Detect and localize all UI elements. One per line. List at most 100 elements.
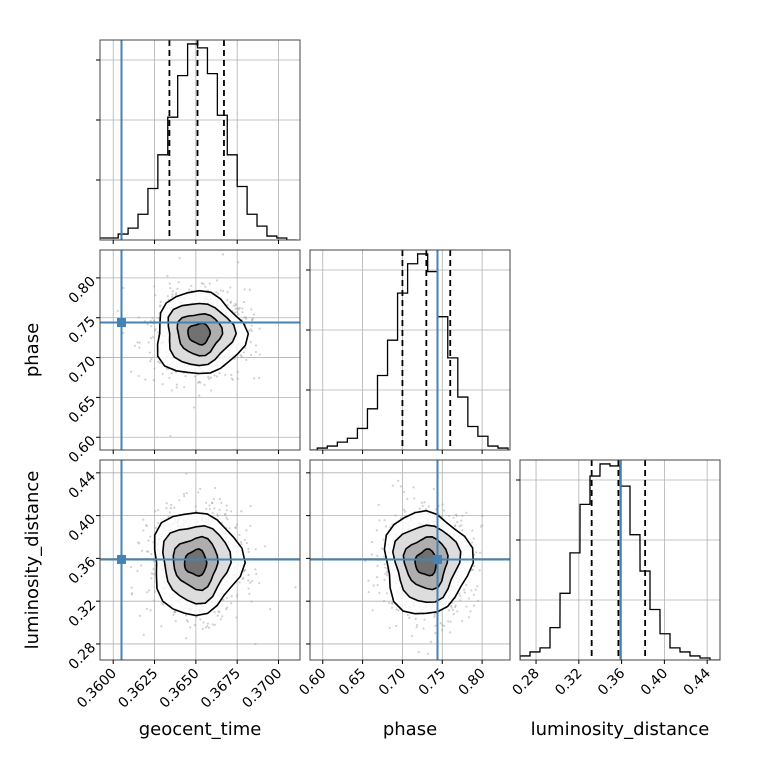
sample-point — [441, 629, 444, 632]
sample-point — [165, 502, 168, 505]
panel-1-0 — [100, 250, 300, 450]
sample-point — [382, 538, 385, 541]
contour-level-3 — [183, 548, 208, 577]
sample-point — [202, 282, 205, 285]
sample-point — [441, 624, 444, 627]
sample-point — [157, 360, 160, 363]
sample-point — [152, 567, 155, 571]
sample-point — [213, 623, 216, 626]
sample-point — [472, 537, 475, 540]
sample-point — [218, 610, 221, 613]
sample-point — [184, 614, 188, 617]
sample-point — [166, 274, 169, 277]
sample-point — [461, 619, 464, 623]
sample-point — [213, 486, 217, 490]
sample-point — [467, 597, 471, 600]
panel-frame — [99, 459, 301, 661]
sample-point — [166, 295, 169, 298]
sample-point — [194, 505, 197, 508]
sample-point — [210, 501, 214, 504]
sample-point — [247, 573, 250, 577]
sample-point — [254, 548, 257, 551]
sample-point — [224, 512, 227, 516]
sample-point — [465, 511, 468, 514]
sample-point — [367, 590, 370, 594]
sample-point — [218, 372, 221, 375]
sample-point — [391, 602, 394, 605]
sample-point — [247, 547, 250, 550]
sample-point — [193, 406, 196, 409]
sample-point — [168, 511, 171, 514]
sample-point — [423, 501, 426, 504]
sample-point — [370, 540, 374, 544]
sample-point — [244, 346, 247, 349]
sample-point — [385, 571, 389, 574]
sample-point — [394, 514, 397, 517]
sample-point — [152, 379, 155, 382]
sample-point — [137, 541, 140, 544]
sample-point — [149, 360, 152, 363]
sample-point — [211, 623, 214, 626]
sample-point — [149, 337, 153, 340]
sample-point — [236, 261, 240, 264]
sample-point — [249, 524, 252, 527]
sample-point — [173, 506, 176, 509]
x-tick-label: 0.40 — [638, 666, 671, 699]
sample-point — [225, 504, 228, 507]
sample-point — [402, 490, 406, 494]
sample-point — [145, 523, 148, 527]
sample-point — [399, 485, 403, 488]
y-tick-label: 0.36 — [66, 554, 99, 587]
sample-point — [460, 519, 463, 522]
sample-point — [216, 514, 219, 517]
sample-point — [215, 279, 219, 282]
sample-point — [206, 625, 209, 628]
sample-point — [433, 615, 436, 618]
y-tick-label: 0.70 — [66, 353, 99, 386]
sample-point — [241, 311, 244, 314]
sample-point — [479, 551, 482, 554]
sample-point — [472, 604, 476, 607]
sample-point — [434, 632, 437, 635]
sample-point — [154, 327, 157, 331]
sample-point — [213, 374, 216, 377]
sample-point — [174, 610, 177, 613]
sample-point — [244, 316, 247, 319]
sample-point — [215, 290, 218, 294]
sample-point — [183, 386, 186, 389]
sample-point — [268, 608, 272, 611]
sample-point — [161, 383, 164, 386]
contour-level-3 — [414, 548, 438, 577]
sample-point — [453, 525, 457, 528]
sample-point — [168, 376, 171, 379]
sample-point — [258, 581, 261, 585]
sample-point — [150, 572, 153, 575]
sample-point — [174, 293, 177, 296]
sample-point — [390, 606, 394, 609]
sample-point — [240, 542, 243, 546]
sample-point — [146, 550, 149, 553]
sample-point — [249, 340, 252, 344]
sample-point — [167, 515, 170, 518]
sample-point — [412, 486, 415, 489]
sample-point — [249, 581, 252, 584]
sample-point — [183, 494, 186, 498]
sample-point — [424, 507, 428, 511]
sample-point — [178, 257, 181, 260]
sample-point — [471, 568, 475, 571]
sample-point — [460, 524, 463, 527]
sample-point — [190, 284, 193, 288]
sample-point — [397, 609, 400, 612]
sample-point — [446, 620, 450, 623]
sample-point — [454, 524, 457, 527]
sample-point — [247, 587, 250, 590]
sample-point — [371, 609, 374, 612]
sample-point — [454, 513, 458, 516]
sample-point — [232, 304, 235, 307]
sample-point — [264, 545, 267, 548]
sample-point — [384, 525, 388, 528]
sample-point — [413, 497, 416, 500]
sample-point — [391, 484, 394, 487]
sample-point — [150, 552, 153, 556]
sample-point — [161, 603, 165, 606]
